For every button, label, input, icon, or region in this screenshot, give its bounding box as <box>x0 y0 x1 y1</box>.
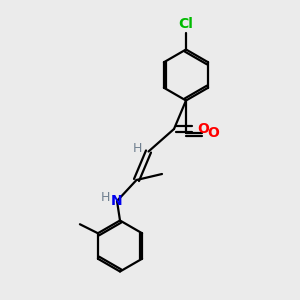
Text: H: H <box>133 142 142 155</box>
Text: H: H <box>101 191 110 204</box>
Text: O: O <box>197 122 209 136</box>
Text: O: O <box>207 127 219 140</box>
Text: Cl: Cl <box>178 17 194 32</box>
Text: N: N <box>111 194 123 208</box>
